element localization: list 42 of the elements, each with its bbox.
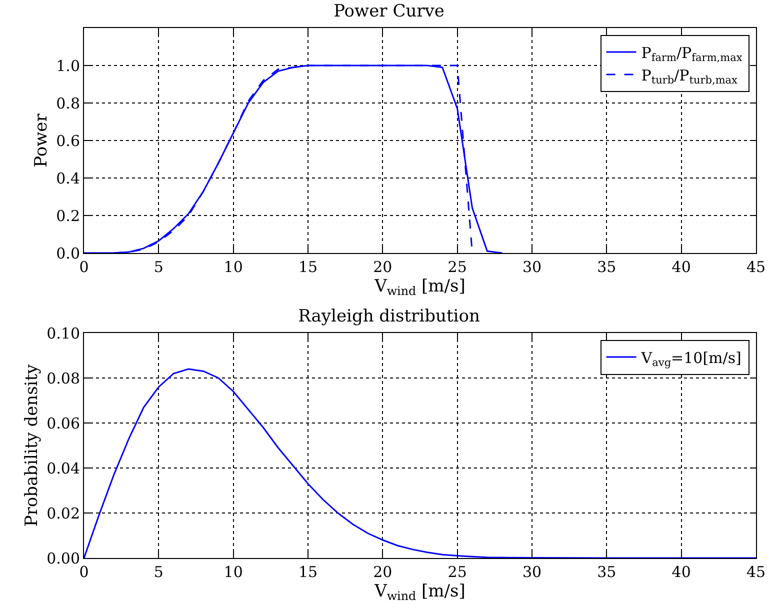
x-tick-label: 45 <box>746 563 766 581</box>
x-tick-label: 25 <box>448 563 467 581</box>
chart-title: Rayleigh distribution <box>298 306 480 326</box>
legend-label: P$_{farm}$/P$_{farm,max}$ <box>641 44 742 64</box>
legend-label: V$_{avg}$=10[m/s] <box>640 348 742 369</box>
x-tick-label: 10 <box>224 258 243 276</box>
y-axis-title: Probability density <box>22 364 42 527</box>
x-tick-label: 35 <box>597 258 616 276</box>
x-tick-label: 40 <box>672 563 691 581</box>
y-tick-label: 0.8 <box>56 94 80 112</box>
x-tick-label: 5 <box>154 258 164 276</box>
x-tick-label: 10 <box>224 563 243 581</box>
line-series <box>84 368 756 558</box>
x-tick-label: 0 <box>79 258 89 276</box>
x-tick-label: 30 <box>522 258 542 276</box>
chart-title: Power Curve <box>334 1 444 22</box>
x-tick-label: 20 <box>373 563 392 581</box>
y-tick-label: 0.6 <box>56 132 80 150</box>
x-tick-label: 5 <box>154 563 164 581</box>
x-tick-label: 15 <box>298 258 318 276</box>
x-tick-label: 30 <box>522 563 542 581</box>
y-tick-label: 0.10 <box>46 324 80 342</box>
x-tick-label: 35 <box>597 563 616 581</box>
y-axis-title: Power <box>32 112 52 168</box>
x-tick-label: 45 <box>746 258 766 276</box>
x-tick-label: 25 <box>448 258 467 276</box>
x-tick-label: 0 <box>79 563 89 581</box>
x-axis-title: V$_{wind}$ [m/s] <box>374 276 466 298</box>
y-tick-label: 0.08 <box>46 369 80 388</box>
x-tick-label: 15 <box>298 563 318 581</box>
y-tick-label: 0.0 <box>56 244 80 262</box>
y-tick-label: 0.04 <box>46 459 80 478</box>
y-tick-label: 0.06 <box>46 414 80 432</box>
y-tick-label: 0.2 <box>56 206 80 225</box>
x-tick-label: 40 <box>672 258 691 276</box>
y-tick-label: 0.00 <box>46 549 80 568</box>
y-tick-label: 0.4 <box>56 169 80 188</box>
y-tick-label: 1.0 <box>56 56 80 75</box>
x-tick-label: 20 <box>373 258 392 276</box>
x-axis-title: V$_{wind}$ [m/s] <box>374 581 466 603</box>
y-tick-label: 0.02 <box>46 504 80 522</box>
legend-label: P$_{turb}$/P$_{turb,max}$ <box>641 66 738 86</box>
